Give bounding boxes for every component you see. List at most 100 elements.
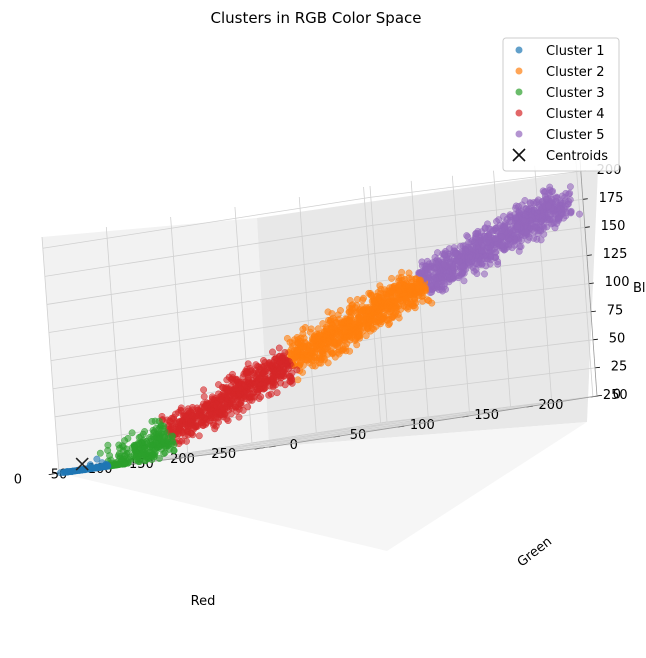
- x-axis-label: Red: [191, 594, 216, 609]
- data-point-cluster-2: [309, 335, 316, 343]
- z-tick-mark: [586, 254, 592, 256]
- legend-marker-cluster-1: [515, 46, 523, 54]
- legend-marker-cluster-5: [515, 130, 523, 138]
- z-tick-mark: [594, 366, 600, 369]
- data-point-cluster-2: [395, 274, 403, 282]
- data-point-cluster-5: [431, 253, 439, 261]
- pane-floor: [59, 422, 587, 551]
- legend: Cluster 1 Cluster 2 Cluster 3 Cluster 4 …: [502, 37, 620, 172]
- data-point-cluster-5: [457, 242, 465, 250]
- data-point-cluster-4: [184, 431, 192, 439]
- data-point-cluster-5: [513, 222, 521, 230]
- data-point-cluster-2: [365, 289, 373, 297]
- z-tick-mark: [584, 226, 590, 228]
- data-point-cluster-5: [481, 270, 488, 278]
- data-point-cluster-4: [269, 348, 276, 356]
- data-point-cluster-5: [576, 210, 583, 218]
- data-point-cluster-4: [267, 390, 275, 398]
- chart-title: Clusters in RGB Color Space: [210, 9, 421, 27]
- data-point-cluster-3: [148, 417, 156, 425]
- z-tick-label: 125: [603, 247, 628, 262]
- centroid-markers: [75, 457, 89, 471]
- z-tick-label: 150: [601, 219, 626, 234]
- data-point-cluster-4: [200, 403, 208, 411]
- legend-label-cluster-2: Cluster 2: [546, 65, 605, 80]
- scatter-points: [57, 183, 583, 477]
- data-point-cluster-3: [149, 426, 157, 434]
- data-point-cluster-1: [57, 469, 64, 477]
- data-point-cluster-5: [428, 288, 436, 296]
- data-point-cluster-3: [115, 450, 123, 458]
- data-point-cluster-2: [324, 308, 332, 316]
- y-tick-label: 150: [474, 408, 499, 423]
- y-tick-label: 200: [539, 398, 564, 413]
- data-point-cluster-5: [494, 260, 502, 268]
- data-point-cluster-3: [130, 442, 138, 450]
- data-point-cluster-4: [239, 373, 247, 381]
- data-point-cluster-2: [307, 325, 315, 333]
- data-point-cluster-5: [418, 262, 426, 270]
- z-tick-label: 50: [609, 331, 626, 346]
- data-point-cluster-4: [293, 366, 301, 374]
- legend-label-centroids: Centroids: [546, 149, 608, 164]
- z-tick-label: 175: [599, 191, 624, 206]
- data-point-cluster-4: [195, 432, 203, 440]
- data-point-cluster-4: [270, 377, 278, 385]
- legend-label-cluster-5: Cluster 5: [546, 128, 605, 143]
- data-point-cluster-5: [539, 187, 547, 195]
- data-point-cluster-5: [464, 233, 472, 241]
- x-tick-label: 0: [14, 472, 22, 487]
- z-gridline: [48, 255, 587, 333]
- data-point-cluster-5: [566, 183, 574, 191]
- y-tick-label: 50: [350, 428, 367, 443]
- data-point-cluster-4: [260, 357, 267, 364]
- data-point-cluster-4: [199, 421, 207, 429]
- data-point-cluster-3: [155, 455, 163, 462]
- legend-marker-cluster-3: [515, 88, 523, 96]
- data-point-cluster-5: [511, 241, 519, 249]
- z-tick-mark: [582, 198, 588, 200]
- data-point-cluster-1: [93, 455, 101, 463]
- data-point-cluster-4: [252, 367, 260, 375]
- legend-marker-centroids: [512, 148, 526, 162]
- z-axis-label: Bl: [633, 281, 646, 296]
- x-tick-label: 200: [170, 452, 195, 467]
- z-axis-line: [579, 159, 598, 397]
- data-point-cluster-5: [459, 262, 467, 270]
- z-tick-label: 25: [611, 359, 628, 374]
- data-point-cluster-2: [355, 314, 363, 321]
- z-tick-label: 75: [607, 303, 624, 318]
- data-point-cluster-2: [376, 282, 384, 290]
- data-point-cluster-5: [440, 251, 448, 259]
- legend-marker-cluster-4: [515, 109, 523, 117]
- y-axis-label: Green: [515, 534, 555, 570]
- z-gridline: [54, 339, 594, 418]
- centroid-marker: [75, 457, 89, 471]
- data-point-cluster-2: [360, 294, 367, 302]
- data-point-cluster-2: [353, 295, 361, 303]
- data-point-cluster-4: [217, 392, 225, 400]
- z-gridline: [58, 395, 598, 474]
- data-point-cluster-2: [346, 304, 353, 312]
- data-point-cluster-2: [398, 268, 406, 276]
- data-point-cluster-3: [104, 441, 112, 449]
- data-point-cluster-5: [460, 277, 468, 285]
- data-point-cluster-5: [493, 218, 500, 225]
- data-point-cluster-2: [321, 345, 329, 353]
- z-tick-mark: [596, 394, 602, 397]
- y-axis-line: [268, 395, 598, 448]
- data-point-cluster-4: [235, 413, 243, 421]
- data-point-cluster-5: [491, 235, 499, 243]
- data-point-cluster-4: [211, 425, 219, 433]
- legend-label-cluster-4: Cluster 4: [546, 107, 605, 122]
- z-gridline: [42, 170, 581, 249]
- z-tick-mark: [588, 282, 594, 285]
- data-point-cluster-4: [223, 376, 231, 384]
- data-point-cluster-2: [388, 283, 396, 291]
- data-point-cluster-3: [127, 453, 134, 461]
- data-point-cluster-5: [452, 249, 460, 257]
- data-point-cluster-5: [472, 230, 480, 237]
- data-point-cluster-4: [287, 378, 294, 386]
- legend-marker-cluster-2: [515, 67, 523, 75]
